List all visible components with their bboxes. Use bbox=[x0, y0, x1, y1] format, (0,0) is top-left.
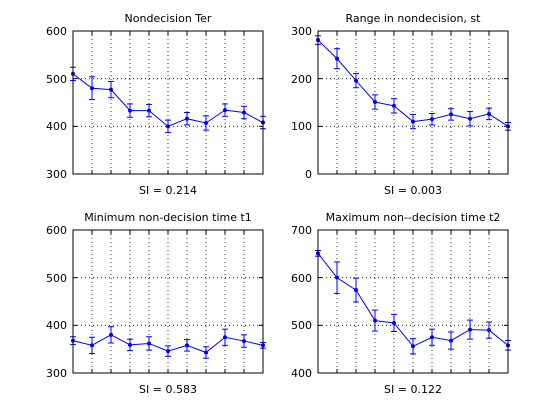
y-tick-label: 300 bbox=[46, 168, 67, 181]
plot-area bbox=[72, 30, 264, 175]
y-tick-label: 700 bbox=[291, 224, 312, 237]
y-tick-label: 500 bbox=[291, 319, 312, 332]
data-point bbox=[204, 350, 208, 355]
panel-title: Maximum non--decision time t2 bbox=[326, 211, 501, 224]
y-tick-label: 600 bbox=[291, 272, 312, 285]
data-point bbox=[166, 349, 170, 354]
panel-title: Range in nondecision, st bbox=[346, 12, 482, 25]
plot-area bbox=[317, 30, 509, 175]
x-axis-label: SI = 0.122 bbox=[384, 383, 442, 396]
data-point bbox=[166, 124, 170, 129]
data-point bbox=[90, 86, 94, 91]
data-point bbox=[147, 108, 151, 113]
data-point bbox=[335, 275, 339, 280]
data-point bbox=[411, 119, 415, 124]
data-point bbox=[109, 87, 113, 92]
data-point bbox=[373, 318, 377, 323]
x-axis-label: SI = 0.583 bbox=[139, 383, 197, 396]
data-point bbox=[223, 108, 227, 113]
y-tick-label: 400 bbox=[291, 367, 312, 380]
panel-title: Minimum non-decision time t1 bbox=[84, 211, 252, 224]
data-point bbox=[392, 320, 396, 325]
data-point bbox=[449, 112, 453, 117]
data-point bbox=[223, 335, 227, 340]
data-point bbox=[90, 343, 94, 348]
data-point bbox=[354, 78, 358, 83]
data-point bbox=[128, 108, 132, 113]
y-tick-label: 300 bbox=[291, 25, 312, 38]
y-tick-label: 500 bbox=[46, 272, 67, 285]
y-tick-label: 400 bbox=[46, 319, 67, 332]
data-point bbox=[468, 116, 472, 121]
data-point bbox=[487, 111, 491, 116]
data-point bbox=[109, 332, 113, 337]
plot-area bbox=[72, 229, 264, 374]
panel-nondecision-ter: Nondecision Ter SI = 0.214 300 400 500 6… bbox=[46, 12, 266, 197]
y-tick-label: 600 bbox=[46, 224, 67, 237]
data-point bbox=[392, 103, 396, 108]
y-tick-label: 600 bbox=[46, 25, 67, 38]
y-tick-label: 0 bbox=[305, 168, 312, 181]
y-tick-label: 300 bbox=[46, 367, 67, 380]
plot-area bbox=[317, 30, 509, 175]
data-point bbox=[430, 335, 434, 340]
panel-range-in-nondecision: Range in nondecision, st SI = 0.003 0 10… bbox=[291, 12, 511, 197]
data-point bbox=[487, 328, 491, 333]
data-point bbox=[468, 327, 472, 332]
data-point bbox=[430, 117, 434, 122]
x-axis-label: SI = 0.003 bbox=[384, 184, 442, 197]
y-tick-label: 100 bbox=[291, 120, 312, 133]
panel-maximum-non-decision-time: Maximum non--decision time t2 SI = 0.122… bbox=[291, 211, 511, 396]
plot-area bbox=[72, 30, 264, 175]
data-point bbox=[147, 341, 151, 346]
data-point bbox=[411, 344, 415, 349]
data-point bbox=[128, 342, 132, 347]
data-point bbox=[449, 338, 453, 343]
y-tick-label: 400 bbox=[46, 120, 67, 133]
panel-minimum-non-decision-time: Minimum non-decision time t1 SI = 0.583 … bbox=[46, 211, 266, 396]
data-point bbox=[373, 100, 377, 105]
x-axis-label: SI = 0.214 bbox=[139, 184, 197, 197]
data-point bbox=[204, 120, 208, 125]
y-tick-label: 200 bbox=[291, 73, 312, 86]
plot-area bbox=[317, 229, 509, 374]
data-point bbox=[335, 56, 339, 61]
data-point bbox=[354, 288, 358, 293]
data-point bbox=[185, 343, 189, 348]
panel-title: Nondecision Ter bbox=[125, 12, 212, 25]
data-point bbox=[242, 339, 246, 344]
data-point bbox=[242, 110, 246, 115]
y-tick-label: 500 bbox=[46, 73, 67, 86]
data-point bbox=[185, 116, 189, 121]
